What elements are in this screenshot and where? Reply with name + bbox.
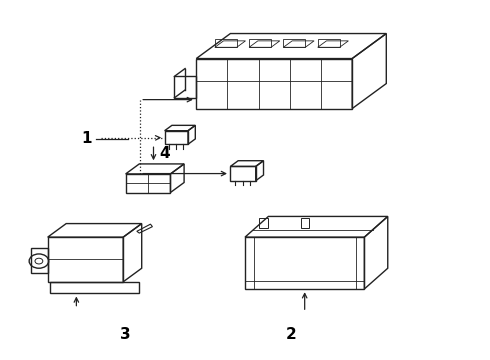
Text: 2: 2 xyxy=(286,327,296,342)
Text: 1: 1 xyxy=(81,131,92,147)
Text: 4: 4 xyxy=(159,146,170,161)
Text: 3: 3 xyxy=(121,327,131,342)
